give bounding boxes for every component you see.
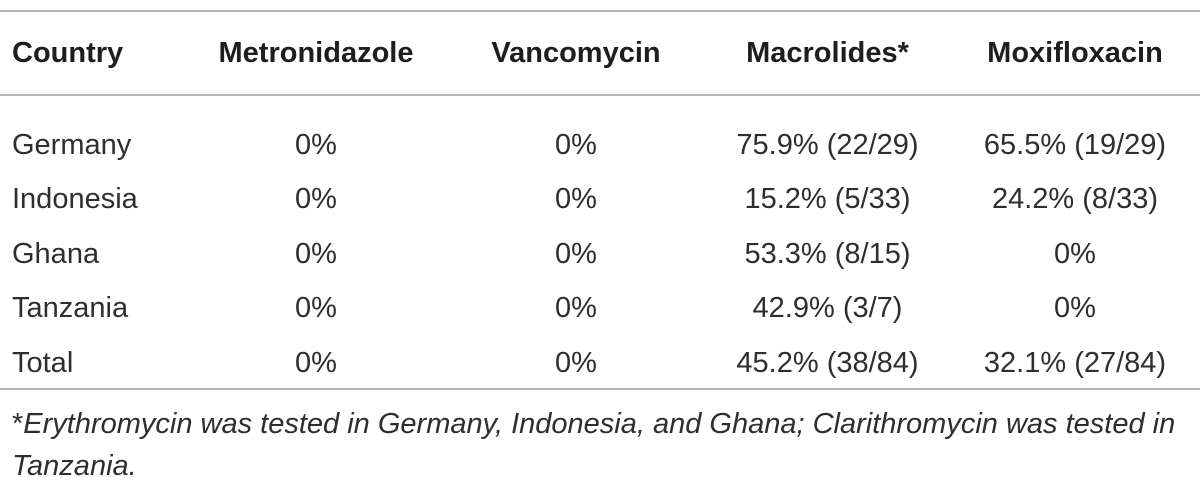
cell-vancomycin: 0% — [555, 128, 597, 161]
cell-macrolides: 42.9% (3/7) — [752, 292, 903, 325]
cell-country: Total — [12, 346, 74, 379]
cell-moxifloxacin: 0% — [1054, 292, 1096, 325]
resistance-table: Country Metronidazole Vancomycin Macroli… — [0, 12, 1200, 391]
table-row: Tanzania 0% 0% 42.9% (3/7) 0% — [0, 282, 1200, 337]
cell-moxifloxacin: 32.1% (27/84) — [983, 346, 1167, 379]
table-bottom-rule — [0, 388, 1200, 390]
header-macrolides: Macrolides* — [746, 36, 909, 69]
table-row: Indonesia 0% 0% 15.2% (5/33) 24.2% (8/33… — [0, 173, 1200, 228]
cell-metronidazole: 0% — [295, 183, 337, 216]
table-footnote: *Erythromycin was tested in Germany, Ind… — [12, 403, 1192, 487]
cell-metronidazole: 0% — [295, 128, 337, 161]
cell-metronidazole: 0% — [295, 292, 337, 325]
cell-vancomycin: 0% — [555, 183, 597, 216]
cell-vancomycin: 0% — [555, 292, 597, 325]
header-metronidazole: Metronidazole — [218, 36, 414, 69]
cell-macrolides: 45.2% (38/84) — [736, 346, 919, 379]
cell-country: Indonesia — [12, 183, 138, 216]
cell-vancomycin: 0% — [555, 237, 597, 270]
header-country: Country — [12, 36, 124, 69]
cell-country: Germany — [12, 128, 132, 161]
header-moxifloxacin: Moxifloxacin — [987, 36, 1163, 69]
cell-macrolides: 15.2% (5/33) — [744, 183, 911, 216]
table-header-rule — [0, 94, 1200, 96]
cell-country: Ghana — [12, 237, 100, 270]
table-row: Ghana 0% 0% 53.3% (8/15) 0% — [0, 227, 1200, 282]
cell-country: Tanzania — [12, 292, 129, 325]
cell-metronidazole: 0% — [295, 346, 337, 379]
cell-moxifloxacin: 65.5% (19/29) — [983, 128, 1167, 161]
table-row: Total 0% 0% 45.2% (38/84) 32.1% (27/84) — [0, 336, 1200, 391]
footnote-text: Erythromycin was tested in Germany, Indo… — [12, 408, 1176, 482]
cell-vancomycin: 0% — [555, 346, 597, 379]
cell-macrolides: 53.3% (8/15) — [744, 237, 911, 270]
cell-moxifloxacin: 24.2% (8/33) — [991, 183, 1159, 216]
cell-macrolides: 75.9% (22/29) — [736, 128, 919, 161]
footnote-mark: * — [12, 408, 24, 440]
header-vancomycin: Vancomycin — [491, 36, 661, 69]
cell-moxifloxacin: 0% — [1054, 237, 1096, 270]
table-header-row: Country Metronidazole Vancomycin Macroli… — [0, 12, 1200, 94]
cell-metronidazole: 0% — [295, 237, 337, 270]
table-row: Germany 0% 0% 75.9% (22/29) 65.5% (19/29… — [0, 94, 1200, 173]
table-top-rule — [0, 10, 1200, 12]
